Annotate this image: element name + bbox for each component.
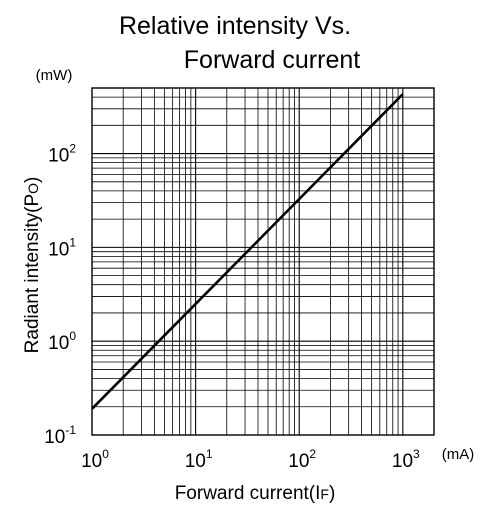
x-tick-label: 103 [392,447,420,472]
chart-title-line1: Relative intensity Vs. [119,12,351,40]
chart-title-line2: Forward current [184,46,360,74]
x-tick-labels: 100 101 102 103 [81,447,420,472]
y-tick-label: 101 [48,235,76,260]
y-tick-label: 100 [48,329,76,354]
plot-frame [91,87,435,436]
x-tick-label: 100 [81,447,109,472]
y-tick-labels: 10-1 100 101 102 [44,142,76,448]
x-tick-label: 101 [185,447,213,472]
minor-grid [92,88,434,435]
y-tick-label: 102 [48,142,76,167]
x-axis-label: Forward current(IF) [175,483,336,504]
major-grid [92,88,434,435]
y-unit-label: (mW) [36,67,73,84]
y-axis-label: Radiant intensity(PO) [22,177,43,354]
x-unit-label: (mA) [442,446,475,463]
x-tick-label: 102 [288,447,316,472]
plot-area [91,87,435,436]
series-line-0 [91,93,404,410]
y-tick-label: 10-1 [44,423,76,448]
series-layer [91,93,404,410]
